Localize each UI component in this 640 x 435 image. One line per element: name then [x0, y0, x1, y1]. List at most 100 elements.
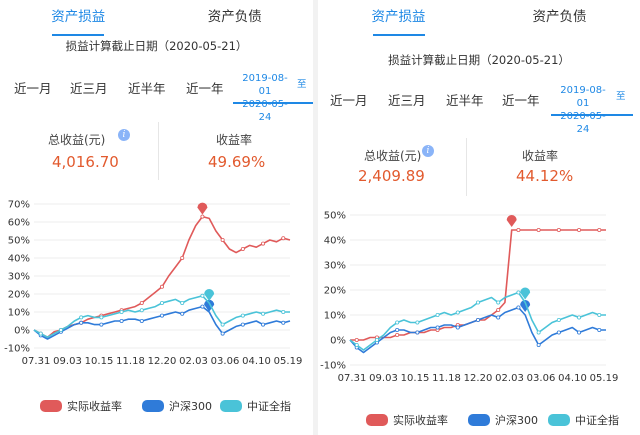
legend-swatch: [548, 414, 570, 426]
legend-label: 中证全指: [247, 400, 291, 413]
return-rate-label: 收益率: [522, 149, 559, 163]
data-point: [516, 290, 521, 295]
period-1y-button[interactable]: 近一年: [502, 93, 540, 108]
tab-bar: 资产损益 资产负债: [0, 0, 313, 38]
tab-assets-liabilities[interactable]: 资产负债: [532, 9, 587, 25]
period-1m-button[interactable]: 近一月: [330, 93, 368, 108]
data-point: [496, 315, 501, 320]
marker-pin: [506, 215, 517, 227]
tab-assets-liabilities[interactable]: 资产负债: [207, 9, 262, 25]
data-point: [200, 304, 205, 309]
data-point: [516, 227, 521, 232]
info-icon[interactable]: i: [422, 145, 434, 157]
legend-label: 沪深300: [169, 400, 212, 413]
x-tick-label: 03.06: [211, 356, 240, 367]
x-tick-label: 10.15: [401, 373, 430, 384]
y-tick-label: 40%: [8, 254, 30, 265]
data-point: [354, 337, 359, 342]
data-point: [159, 301, 164, 306]
left-panel: 资产损益 资产负债 损益计算截止日期（2020-05-21） 近一月 近三月 近…: [0, 0, 313, 435]
data-point: [79, 320, 84, 325]
tab-profit-loss[interactable]: 资产损益: [318, 0, 479, 38]
data-point: [58, 327, 63, 332]
marker-pin: [197, 202, 208, 215]
data-point: [240, 247, 245, 252]
y-tick-label: 20%: [324, 286, 346, 297]
data-point: [475, 318, 480, 323]
data-point: [475, 300, 480, 305]
data-point: [395, 320, 400, 325]
total-profit-label: 总收益(元): [364, 149, 422, 163]
legend-label: 实际收益率: [393, 414, 448, 427]
return-rate-value: 44.12%: [516, 167, 574, 185]
x-tick-label: 05.19: [274, 356, 303, 367]
period-3m-button[interactable]: 近三月: [388, 93, 426, 108]
return-chart: 70% 60% 50% 40% 30% 20% 10% 0% -10%07.31 09.03 10.…: [4, 200, 303, 368]
marker-pin: [204, 299, 215, 312]
marker-pin: [520, 287, 531, 300]
legend-item-actual-return[interactable]: 实际收益率: [366, 412, 448, 428]
info-icon[interactable]: i: [118, 129, 130, 141]
data-point: [395, 332, 400, 337]
data-point: [455, 310, 460, 315]
period-selector: 近一月 近三月 近半年 近一年 2019-08-01 2020-05-24 至: [318, 84, 640, 135]
custom-range-underline: [551, 114, 633, 116]
data-point: [159, 284, 164, 289]
data-point: [220, 331, 225, 336]
range-to-label: 至: [297, 79, 307, 90]
period-6m-button[interactable]: 近半年: [128, 81, 166, 96]
legend-swatch: [142, 400, 164, 412]
data-point: [180, 311, 185, 316]
chart-legend: 实际收益率 沪深300 中证全指: [40, 398, 300, 418]
data-point: [139, 319, 144, 324]
data-point: [220, 322, 225, 327]
data-point: [415, 320, 420, 325]
x-tick-label: 09.03: [53, 356, 82, 367]
period-selector: 近一月 近三月 近半年 近一年 2019-08-01 2020-05-24 至: [0, 72, 313, 123]
period-3m-button[interactable]: 近三月: [70, 81, 108, 96]
data-point: [261, 241, 266, 246]
range-to-label: 至: [616, 91, 626, 102]
legend-item-hs300[interactable]: 沪深300: [142, 398, 212, 414]
x-tick-label: 11.18: [432, 373, 461, 384]
period-1y-button[interactable]: 近一年: [186, 81, 224, 96]
period-1m-button[interactable]: 近一月: [14, 81, 52, 96]
data-point: [200, 293, 205, 298]
x-tick-label: 02.03: [179, 356, 208, 367]
data-point: [119, 319, 124, 324]
data-point: [536, 330, 541, 335]
cutoff-date-text: 损益计算截止日期（2020-05-21）: [388, 53, 570, 67]
legend-item-csi-all[interactable]: 中证全指: [220, 398, 291, 414]
data-point: [415, 330, 420, 335]
x-tick-label: 07.31: [338, 373, 367, 384]
y-tick-label: 0%: [14, 326, 30, 337]
x-tick-label: 03.06: [527, 373, 556, 384]
legend-item-hs300[interactable]: 沪深300: [468, 412, 538, 428]
custom-range-button[interactable]: 2019-08-01 2020-05-24: [236, 72, 294, 124]
stats-divider: [158, 122, 159, 180]
period-6m-button[interactable]: 近半年: [446, 93, 484, 108]
cutoff-date-text: 损益计算截止日期（2020-05-21）: [65, 39, 248, 53]
custom-range-end: 2020-05-24: [560, 111, 606, 135]
data-point: [180, 256, 185, 261]
data-point: [119, 310, 124, 315]
data-point: [374, 337, 379, 342]
tab-profit-loss[interactable]: 资产损益: [0, 0, 157, 38]
series-line-0: [33, 215, 291, 338]
data-point: [536, 342, 541, 347]
legend-item-actual-return[interactable]: 实际收益率: [40, 398, 122, 414]
custom-range-button[interactable]: 2019-08-01 2020-05-24: [554, 84, 612, 136]
legend-label: 沪深300: [495, 414, 538, 427]
chart-legend: 实际收益率 沪深300 中证全指: [366, 412, 636, 432]
data-point: [395, 328, 400, 333]
legend-swatch: [220, 400, 242, 412]
data-point: [261, 322, 266, 327]
data-point: [597, 227, 602, 232]
custom-range-start: 2019-08-01: [242, 73, 288, 97]
y-tick-label: 0%: [330, 336, 346, 347]
stats-divider: [466, 138, 467, 196]
x-tick-label: 11.18: [116, 356, 145, 367]
legend-swatch: [366, 414, 388, 426]
total-profit-value: 2,409.89: [358, 167, 425, 185]
legend-item-csi-all[interactable]: 中证全指: [548, 412, 619, 428]
